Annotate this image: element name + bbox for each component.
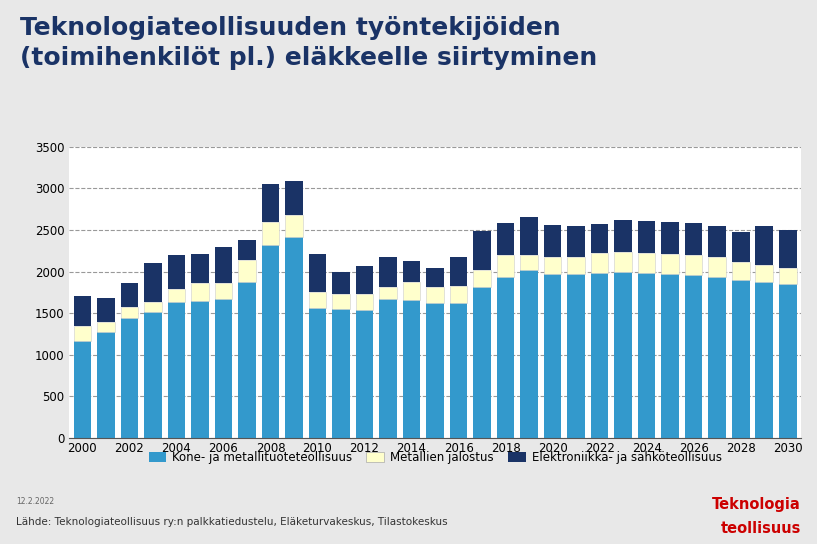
Bar xyxy=(285,215,303,237)
Bar xyxy=(473,287,491,438)
Bar xyxy=(756,226,773,265)
Text: Teknologia: Teknologia xyxy=(712,497,801,511)
Bar xyxy=(732,262,749,280)
Bar xyxy=(756,282,773,438)
Bar xyxy=(732,280,749,438)
Text: 12.2.2022: 12.2.2022 xyxy=(16,497,55,506)
Bar xyxy=(144,301,162,312)
Bar xyxy=(403,300,421,438)
Bar xyxy=(333,271,350,294)
Bar xyxy=(191,254,209,283)
Bar xyxy=(403,261,421,282)
Bar xyxy=(309,254,326,292)
Bar xyxy=(497,277,515,438)
Bar xyxy=(661,274,679,438)
Bar xyxy=(191,301,209,438)
Bar xyxy=(449,303,467,438)
Bar xyxy=(261,245,279,438)
Text: Teknologiateollisuuden työntekijöiden
(toimihenkilöt pl.) eläkkeelle siirtyminen: Teknologiateollisuuden työntekijöiden (t… xyxy=(20,16,598,70)
Bar xyxy=(426,268,444,287)
Bar xyxy=(685,223,703,255)
Bar xyxy=(520,255,538,270)
Bar xyxy=(426,303,444,438)
Bar xyxy=(215,299,232,438)
Bar xyxy=(591,254,609,273)
Bar xyxy=(732,232,749,262)
Bar xyxy=(121,283,138,306)
Bar xyxy=(74,296,92,326)
Bar xyxy=(215,283,232,299)
Bar xyxy=(97,332,114,438)
Bar xyxy=(191,283,209,301)
Bar xyxy=(591,224,609,254)
Bar xyxy=(779,230,797,268)
Bar xyxy=(261,184,279,222)
Bar xyxy=(567,226,585,257)
Bar xyxy=(355,310,373,438)
Bar xyxy=(544,257,561,274)
Bar xyxy=(144,263,162,301)
Bar xyxy=(167,289,185,302)
Bar xyxy=(74,341,92,438)
Bar xyxy=(167,255,185,289)
Bar xyxy=(756,265,773,282)
Bar xyxy=(97,323,114,332)
Bar xyxy=(379,287,397,299)
Bar xyxy=(497,223,515,255)
Bar xyxy=(708,276,726,438)
Bar xyxy=(638,221,655,254)
Bar xyxy=(614,273,632,438)
Bar xyxy=(544,274,561,438)
Bar xyxy=(779,284,797,438)
Bar xyxy=(497,255,515,277)
Bar xyxy=(614,252,632,273)
Bar xyxy=(426,287,444,303)
Bar xyxy=(167,302,185,438)
Bar xyxy=(403,282,421,300)
Bar xyxy=(379,299,397,438)
Bar xyxy=(121,306,138,318)
Bar xyxy=(779,268,797,284)
Bar xyxy=(638,254,655,273)
Bar xyxy=(685,255,703,275)
Text: Lähde: Teknologiateollisuus ry:n palkkatiedustelu, Eläketurvakeskus, Tilastokesk: Lähde: Teknologiateollisuus ry:n palkkat… xyxy=(16,517,448,527)
Bar xyxy=(544,225,561,257)
Bar xyxy=(708,226,726,257)
Bar xyxy=(449,257,467,286)
Bar xyxy=(355,294,373,310)
Bar xyxy=(238,282,256,438)
Bar xyxy=(685,275,703,438)
Bar xyxy=(520,270,538,438)
Bar xyxy=(333,294,350,309)
Bar xyxy=(661,222,679,254)
Bar xyxy=(74,326,92,341)
Bar xyxy=(591,273,609,438)
Bar xyxy=(355,266,373,294)
Bar xyxy=(520,217,538,255)
Bar xyxy=(614,220,632,252)
Bar xyxy=(708,257,726,276)
Bar xyxy=(285,181,303,215)
Bar xyxy=(379,257,397,287)
Bar xyxy=(309,292,326,308)
Bar xyxy=(144,312,162,438)
Bar xyxy=(567,257,585,274)
Bar xyxy=(285,237,303,438)
Bar xyxy=(333,309,350,438)
Bar xyxy=(261,222,279,245)
Bar xyxy=(215,246,232,283)
Bar xyxy=(473,269,491,287)
Bar xyxy=(238,240,256,261)
Text: teollisuus: teollisuus xyxy=(721,521,801,536)
Bar xyxy=(661,254,679,274)
Bar xyxy=(567,274,585,438)
Bar xyxy=(473,231,491,269)
Bar xyxy=(309,308,326,438)
Bar xyxy=(638,273,655,438)
Bar xyxy=(449,286,467,303)
Legend: Kone- ja metallituoteteollisuus, Metallien jalostus, Elektroniikka- ja sähköteol: Kone- ja metallituoteteollisuus, Metalli… xyxy=(144,447,726,469)
Bar xyxy=(238,261,256,282)
Bar xyxy=(121,318,138,438)
Bar xyxy=(97,298,114,323)
